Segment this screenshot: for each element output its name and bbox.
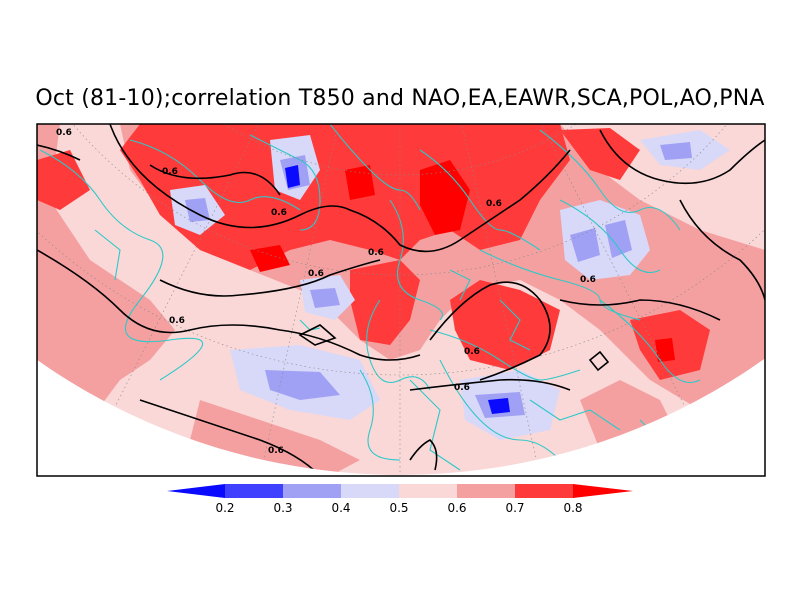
coastlines bbox=[39, 124, 701, 471]
colorbar-tick-label: 0.6 bbox=[447, 501, 466, 515]
colorbar-arrow-left bbox=[167, 484, 225, 498]
svg-text:0.6: 0.6 bbox=[464, 347, 480, 357]
contour-labels: 0.6 0.6 0.6 0.6 0.6 0.6 0.6 0.6 0.6 0.6 … bbox=[56, 128, 596, 456]
svg-text:0.6: 0.6 bbox=[268, 446, 284, 456]
colorbar-tick-label: 0.7 bbox=[505, 501, 524, 515]
shaded-field: 0.6 0.6 0.6 0.6 0.6 0.6 0.6 0.6 0.6 0.6 … bbox=[37, 124, 765, 475]
svg-text:0.6: 0.6 bbox=[486, 199, 502, 209]
colorbar-tick-label: 0.8 bbox=[563, 501, 582, 515]
colorbar-swatch-0708 bbox=[515, 484, 573, 498]
svg-text:0.6: 0.6 bbox=[162, 167, 178, 177]
colorbar-swatch-0506 bbox=[399, 484, 457, 498]
svg-text:0.6: 0.6 bbox=[169, 316, 185, 326]
svg-text:0.6: 0.6 bbox=[368, 248, 384, 258]
colorbar-swatch-0203 bbox=[225, 484, 283, 498]
colorbar: 0.2 0.3 0.4 0.5 0.6 0.7 0.8 bbox=[167, 484, 633, 515]
colorbar-tick-label: 0.4 bbox=[331, 501, 350, 515]
svg-text:0.6: 0.6 bbox=[580, 275, 596, 285]
colorbar-arrow-right bbox=[573, 484, 633, 498]
colorbar-tick-label: 0.2 bbox=[215, 501, 234, 515]
svg-text:0.6: 0.6 bbox=[308, 269, 324, 279]
svg-text:0.6: 0.6 bbox=[271, 208, 287, 218]
colorbar-tick-label: 0.3 bbox=[273, 501, 292, 515]
svg-text:0.6: 0.6 bbox=[454, 383, 470, 393]
colorbar-swatch-0304 bbox=[283, 484, 341, 498]
outside-mask bbox=[0, 0, 800, 476]
colorbar-swatch-0607 bbox=[457, 484, 515, 498]
map-frame bbox=[36, 123, 766, 477]
colorbar-swatch-0405 bbox=[341, 484, 399, 498]
graticule bbox=[37, 124, 765, 475]
svg-text:0.6: 0.6 bbox=[56, 128, 72, 138]
map-title: Oct (81-10);correlation T850 and NAO,EA,… bbox=[35, 86, 765, 111]
colorbar-tick-label: 0.5 bbox=[389, 501, 408, 515]
contour-lines bbox=[37, 124, 765, 475]
